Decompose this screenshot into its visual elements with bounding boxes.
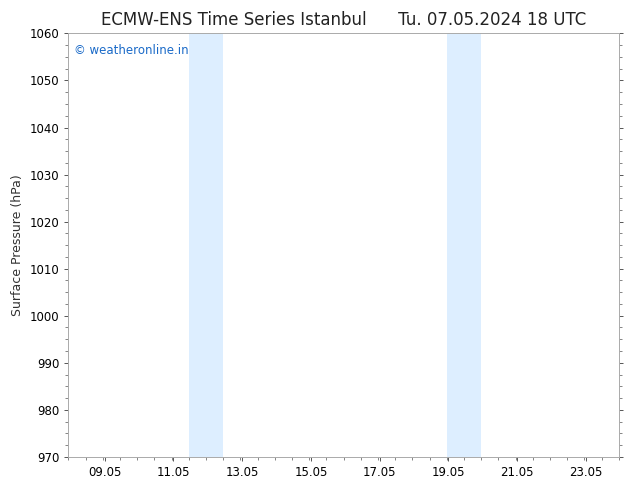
Y-axis label: Surface Pressure (hPa): Surface Pressure (hPa) xyxy=(11,174,24,316)
Title: ECMW-ENS Time Series Istanbul      Tu. 07.05.2024 18 UTC: ECMW-ENS Time Series Istanbul Tu. 07.05.… xyxy=(101,11,586,29)
Bar xyxy=(189,33,223,457)
Bar xyxy=(447,33,481,457)
Text: © weatheronline.in: © weatheronline.in xyxy=(74,44,188,57)
